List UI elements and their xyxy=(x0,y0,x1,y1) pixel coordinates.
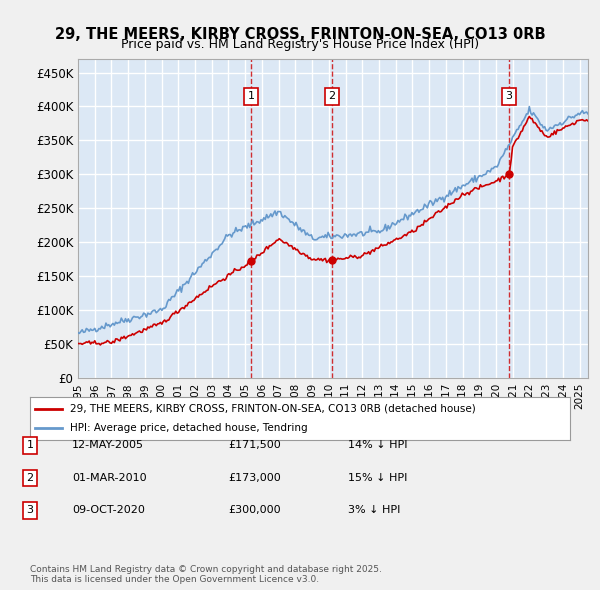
Text: 29, THE MEERS, KIRBY CROSS, FRINTON-ON-SEA, CO13 0RB: 29, THE MEERS, KIRBY CROSS, FRINTON-ON-S… xyxy=(55,27,545,41)
Text: Price paid vs. HM Land Registry's House Price Index (HPI): Price paid vs. HM Land Registry's House … xyxy=(121,38,479,51)
Text: 29, THE MEERS, KIRBY CROSS, FRINTON-ON-SEA, CO13 0RB (detached house): 29, THE MEERS, KIRBY CROSS, FRINTON-ON-S… xyxy=(71,404,476,414)
Text: 3: 3 xyxy=(26,506,34,515)
Text: 14% ↓ HPI: 14% ↓ HPI xyxy=(348,441,407,450)
Text: 15% ↓ HPI: 15% ↓ HPI xyxy=(348,473,407,483)
Text: £300,000: £300,000 xyxy=(228,506,281,515)
Text: 2: 2 xyxy=(26,473,34,483)
Text: £173,000: £173,000 xyxy=(228,473,281,483)
Text: 12-MAY-2005: 12-MAY-2005 xyxy=(72,441,144,450)
Text: 1: 1 xyxy=(248,91,255,101)
Text: 01-MAR-2010: 01-MAR-2010 xyxy=(72,473,146,483)
Text: 3% ↓ HPI: 3% ↓ HPI xyxy=(348,506,400,515)
Text: 3: 3 xyxy=(506,91,512,101)
Text: 1: 1 xyxy=(26,441,34,450)
Text: 09-OCT-2020: 09-OCT-2020 xyxy=(72,506,145,515)
Text: Contains HM Land Registry data © Crown copyright and database right 2025.
This d: Contains HM Land Registry data © Crown c… xyxy=(30,565,382,584)
Text: £171,500: £171,500 xyxy=(228,441,281,450)
Text: HPI: Average price, detached house, Tendring: HPI: Average price, detached house, Tend… xyxy=(71,422,308,432)
Text: 2: 2 xyxy=(328,91,335,101)
